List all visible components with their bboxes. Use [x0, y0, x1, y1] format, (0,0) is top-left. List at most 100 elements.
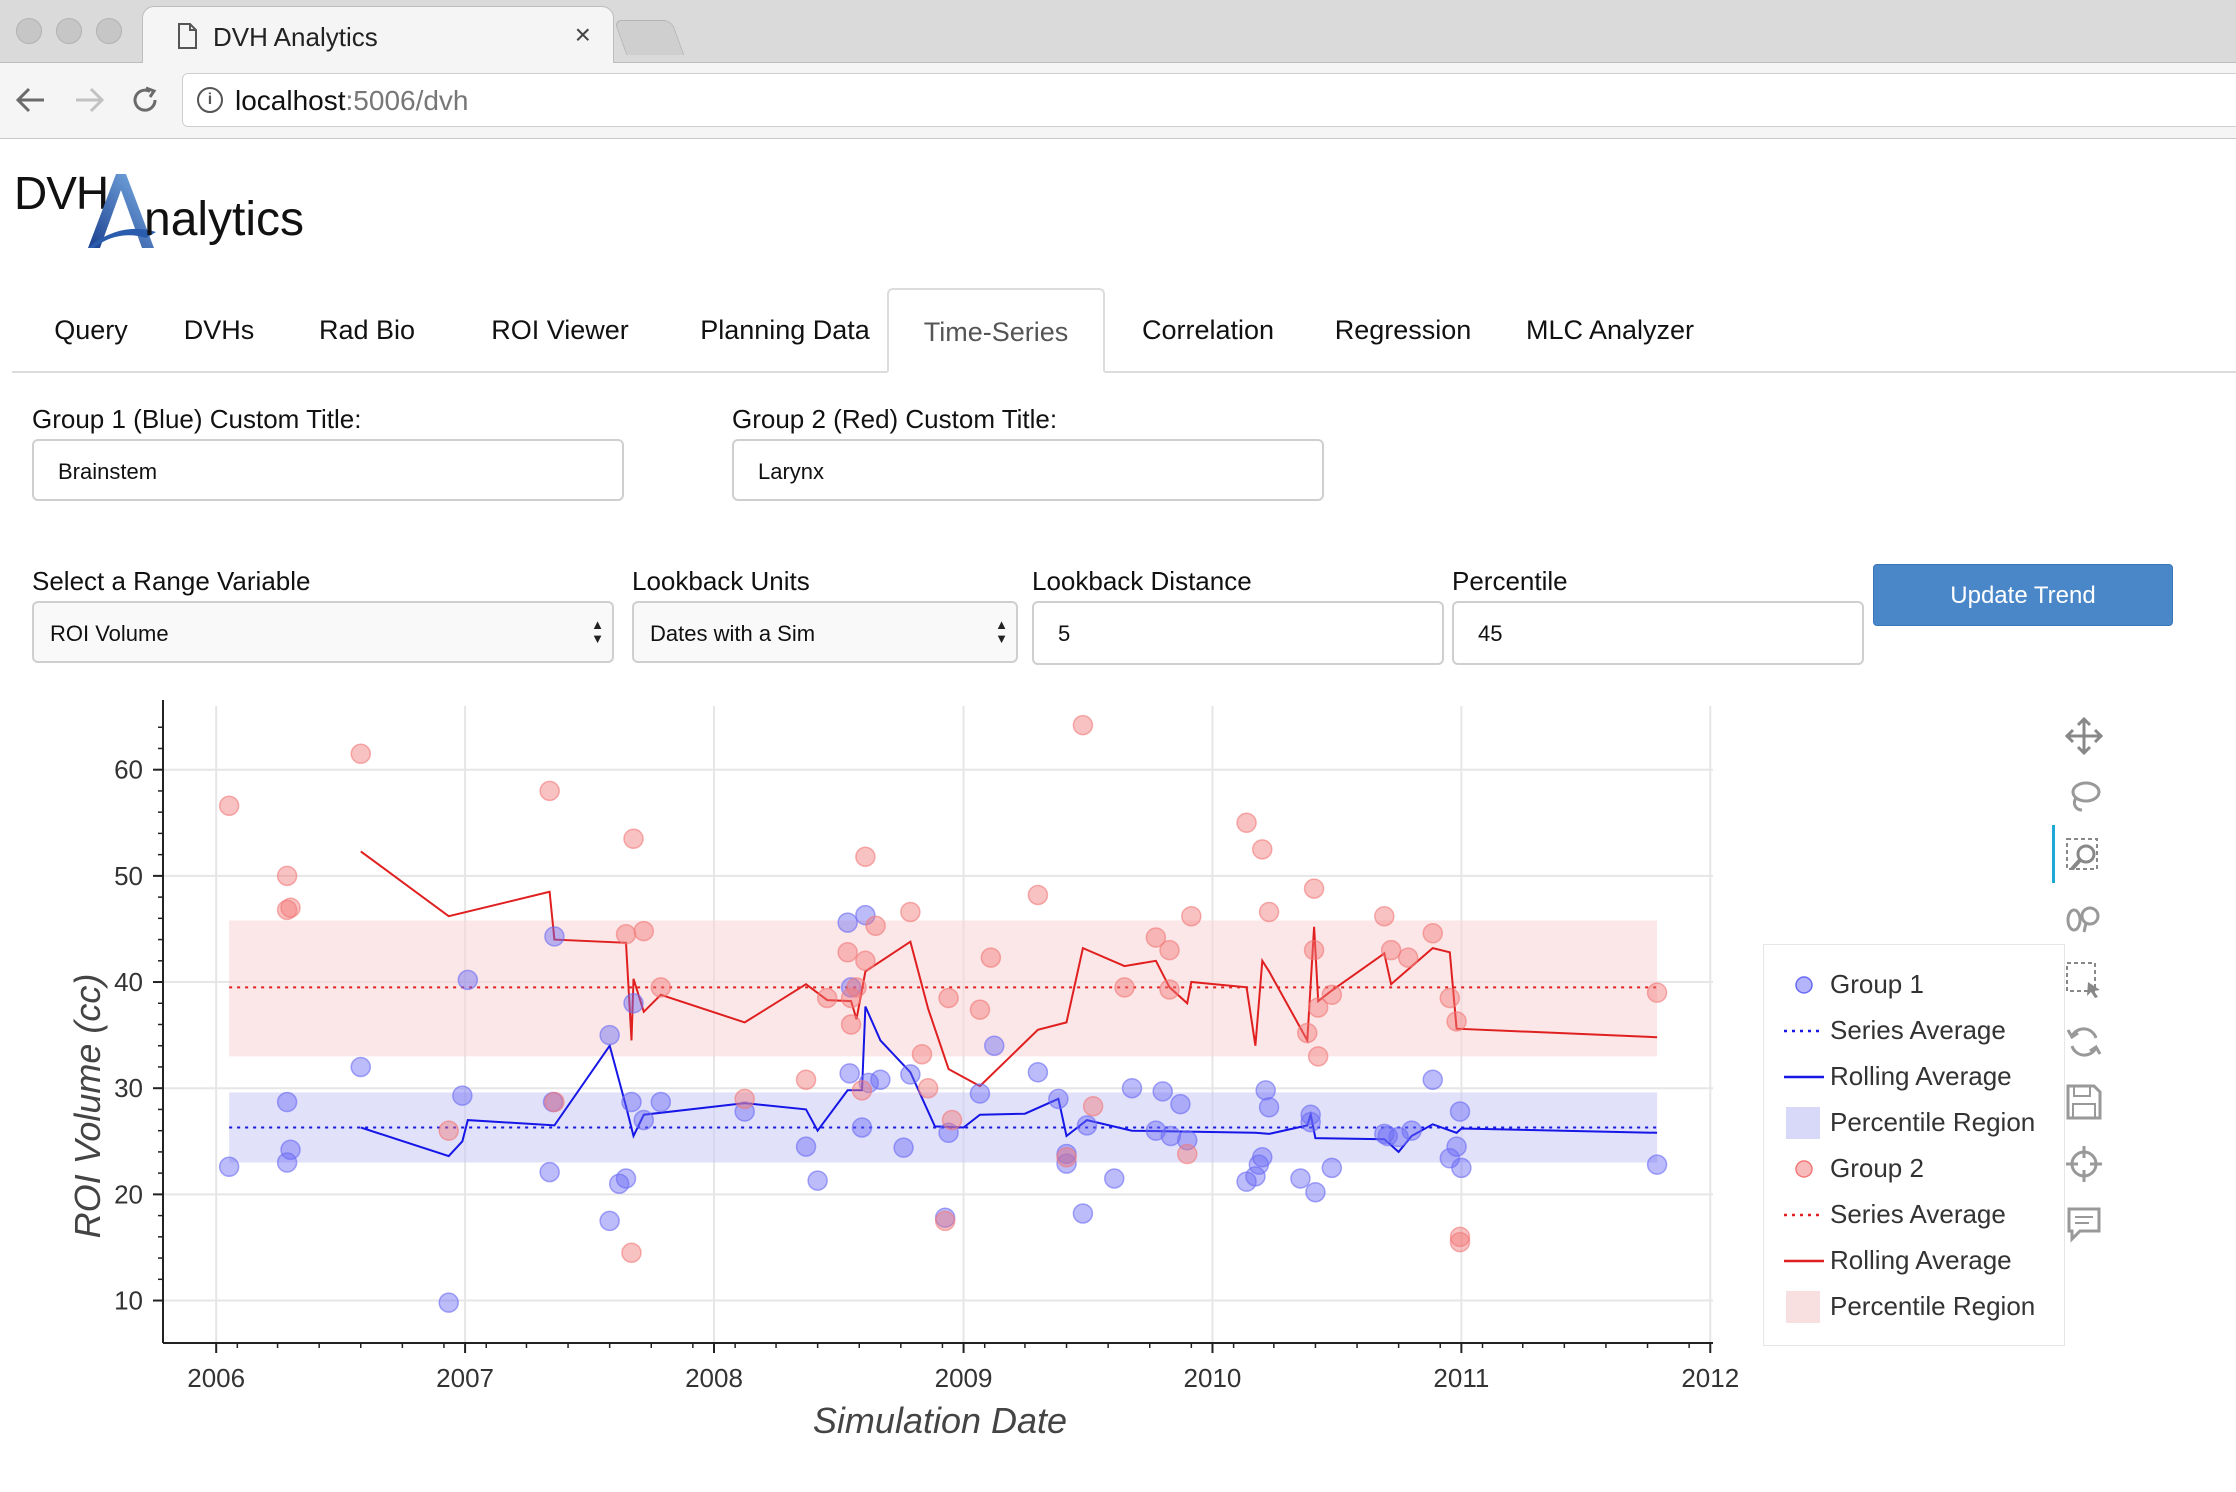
data-point-group-2: [621, 1242, 642, 1264]
tab-roi-viewer[interactable]: ROI Viewer: [491, 315, 629, 345]
data-point-group-1: [650, 1091, 672, 1113]
data-point-group-1: [1446, 1136, 1467, 1157]
data-point-group-2: [1439, 987, 1461, 1009]
data-point-group-2: [280, 897, 301, 918]
data-point-group-1: [984, 1035, 1005, 1056]
range-variable-select[interactable]: ROI Volume ▲ ▼: [32, 601, 614, 663]
browser-tab[interactable]: DVH Analytics ×: [142, 6, 614, 64]
select-arrows-icon: ▲ ▼: [995, 617, 1008, 646]
pan-icon[interactable]: [2064, 716, 2104, 756]
tab-correlation[interactable]: Correlation: [1141, 315, 1275, 345]
legend-item-label[interactable]: Group 2: [1830, 1153, 1924, 1183]
tab-dvhs[interactable]: DVHs: [183, 315, 255, 345]
tab-query[interactable]: Query: [54, 315, 128, 345]
tab-regression[interactable]: Regression: [1334, 315, 1472, 345]
data-point-group-1: [855, 904, 876, 926]
x-tick-label: 2009: [935, 1363, 993, 1393]
data-point-group-1: [621, 1091, 642, 1113]
percentile-value: 45: [1478, 621, 1503, 646]
data-point-group-2: [218, 795, 240, 817]
lookback-distance-input[interactable]: 5: [1032, 601, 1444, 665]
data-point-group-2: [1176, 1143, 1198, 1165]
box-zoom-icon[interactable]: [2064, 836, 2104, 876]
data-point-group-2: [615, 924, 637, 945]
group2-title-input[interactable]: Larynx: [732, 439, 1324, 501]
data-point-group-1: [1401, 1120, 1422, 1141]
back-icon[interactable]: [14, 85, 48, 115]
data-point-group-1: [837, 912, 858, 933]
data-point-group-1: [1027, 1062, 1049, 1083]
legend-item-label[interactable]: Series Average: [1830, 1199, 2006, 1229]
group2-title-label: Group 2 (Red) Custom Title:: [732, 404, 1058, 434]
x-tick-label: 2012: [1681, 1363, 1739, 1393]
legend-glyph-shape: [1784, 1213, 1824, 1217]
data-point-group-1: [1076, 1115, 1098, 1136]
update-trend-button[interactable]: Update Trend: [1873, 564, 2173, 626]
legend-glyph-shape: [1795, 1160, 1813, 1178]
legend-glyph-shape: [1784, 1075, 1824, 1079]
data-point-group-1: [1305, 1181, 1326, 1203]
legend-item-label[interactable]: Rolling Average: [1830, 1061, 2012, 1091]
data-point-group-1: [807, 1170, 828, 1191]
data-point-group-2: [1297, 1022, 1318, 1044]
data-point-group-1: [438, 1292, 459, 1313]
percentile-input[interactable]: 45: [1452, 601, 1864, 665]
logo-a-mark: [88, 174, 156, 248]
group1-title-label: Group 1 (Blue) Custom Title:: [32, 404, 362, 434]
wheel-zoom-icon[interactable]: [2064, 898, 2104, 938]
box-select-icon[interactable]: [2064, 960, 2104, 1000]
window-maximize-button[interactable]: [96, 18, 122, 44]
data-point-group-2: [539, 780, 560, 802]
range-variable-value: ROI Volume: [50, 621, 169, 646]
window-close-button[interactable]: [16, 18, 42, 44]
data-point-group-1: [839, 1063, 860, 1084]
data-point-group-2: [1252, 839, 1273, 860]
lookback-units-select[interactable]: Dates with a Sim ▲ ▼: [632, 601, 1018, 663]
legend-item-label[interactable]: Series Average: [1830, 1015, 2006, 1045]
save-icon[interactable]: [2064, 1082, 2104, 1122]
data-point-group-2: [1027, 884, 1049, 906]
reload-icon[interactable]: [128, 83, 162, 117]
data-point-group-1: [633, 1109, 655, 1131]
y-tick-label: 60: [114, 755, 143, 785]
tab-planning-data[interactable]: Planning Data: [700, 315, 870, 345]
group1-title-input[interactable]: Brainstem: [32, 439, 624, 501]
data-point-group-2: [1449, 1226, 1471, 1248]
tab-mlc-analyzer[interactable]: MLC Analyzer: [1525, 315, 1695, 345]
legend-item-label[interactable]: Group 1: [1830, 969, 1924, 999]
tab-time-series[interactable]: Time-Series: [887, 288, 1105, 373]
legend-item-label[interactable]: Rolling Average: [1830, 1245, 2012, 1275]
y-axis-label: ROI Volume (cc): [67, 974, 108, 1239]
data-point-group-1: [218, 1156, 240, 1178]
time-series-chart[interactable]: 10 20 30 40 50 60 2006 2007 2008 2009 2010 2011 2012…: [0, 690, 1740, 1450]
data-point-group-2: [1258, 901, 1280, 923]
legend-glyph: [1784, 967, 1824, 1008]
data-point-group-1: [1152, 1081, 1173, 1102]
close-tab-icon[interactable]: ×: [574, 19, 591, 50]
data-point-group-1: [900, 1064, 921, 1085]
legend-item-label[interactable]: Percentile Region: [1830, 1291, 2036, 1321]
document-icon: [178, 23, 197, 49]
tab-rad-bio[interactable]: Rad Bio: [318, 315, 416, 345]
reset-icon[interactable]: [2064, 1022, 2104, 1062]
data-point-group-2: [865, 915, 886, 937]
lasso-select-icon[interactable]: [2064, 776, 2104, 816]
info-icon[interactable]: i: [197, 87, 223, 113]
data-point-group-2: [276, 865, 298, 887]
data-point-group-1: [1290, 1168, 1311, 1189]
address-bar[interactable]: i localhost:5006/dvh: [182, 73, 2236, 127]
window-minimize-button[interactable]: [56, 18, 82, 44]
forward-icon[interactable]: [72, 85, 106, 115]
hover-icon[interactable]: [2064, 1204, 2104, 1244]
axes: 10 20 30 40 50 60 2006 2007 2008 2009 2010 2011 2012: [114, 700, 1739, 1393]
data-point-group-1: [276, 1152, 298, 1173]
legend-glyph-shape: [1786, 1291, 1820, 1323]
new-tab-button[interactable]: [613, 20, 685, 55]
crosshair-icon[interactable]: [2064, 1144, 2104, 1184]
data-point-group-1: [969, 1083, 991, 1104]
legend-item-label[interactable]: Percentile Region: [1830, 1107, 2036, 1137]
range-variable-label: Select a Range Variable: [32, 566, 311, 596]
rolling-average-line-1: [360, 1006, 1658, 1158]
legend-glyph: [1784, 1013, 1824, 1054]
data-point-group-1: [276, 1091, 298, 1113]
